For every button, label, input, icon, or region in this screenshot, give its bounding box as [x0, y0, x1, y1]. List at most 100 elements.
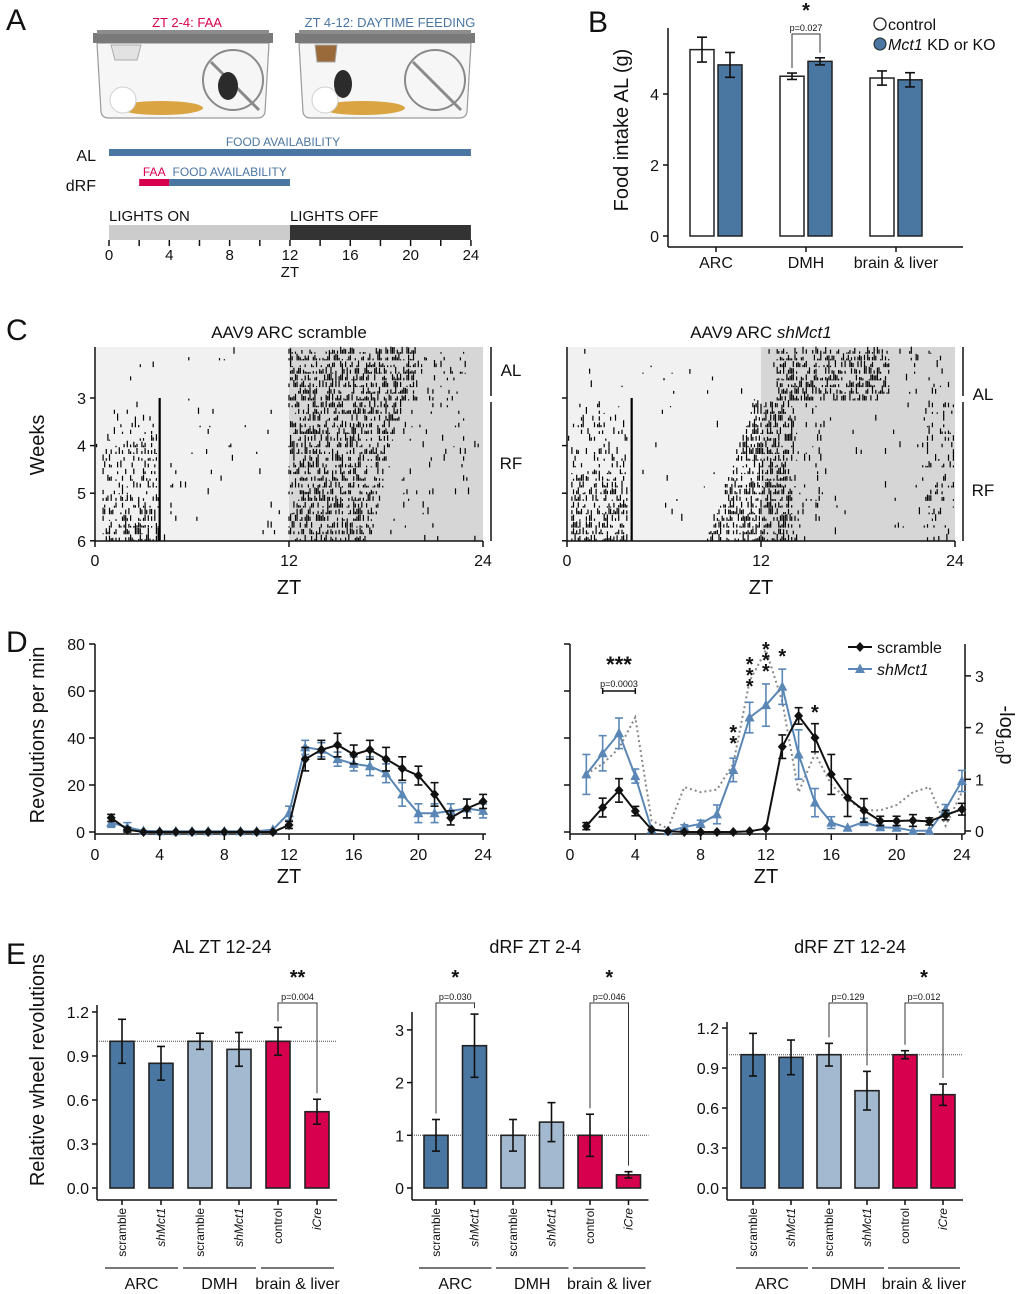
actogram-activity-row	[673, 386, 937, 394]
x-tick-label: 16	[345, 847, 363, 864]
actogram-activity-row	[188, 393, 453, 401]
actogram-activity-row	[107, 473, 468, 481]
diamond-marker	[397, 763, 407, 774]
triangle-marker	[760, 699, 771, 710]
panel-e-bar-chart-2: dRF ZT 2-4 0 1 2 3 scramble shMct1 scramble shMc…	[395, 937, 652, 1293]
actogram-title-italic: shMct1	[777, 323, 832, 342]
series-shmct1	[581, 668, 967, 836]
mouse-icon	[218, 72, 238, 100]
x-tick-label: 4	[165, 247, 173, 264]
triangle-marker	[613, 727, 624, 738]
x-tick-label: 24	[474, 553, 492, 570]
y2-label-p: p	[995, 753, 1017, 764]
y-tick-label: 1.2	[697, 1021, 719, 1038]
significance-star-stack: **	[729, 722, 737, 755]
error-bar	[877, 70, 887, 86]
segment-label: FAA	[143, 165, 166, 179]
cage-illustration-daytime-feeding	[295, 30, 475, 119]
y-tick-label: 80	[67, 637, 85, 654]
category-label: scramble	[822, 1208, 836, 1257]
y-tick-label: 0.0	[67, 1181, 89, 1198]
group-label: ARC	[755, 1276, 789, 1293]
diamond-marker	[924, 816, 934, 827]
actogram-title-text: AAV9 ARC scramble	[211, 323, 367, 342]
p-value-label: p=0.030	[439, 992, 472, 1002]
category-label: shMct1	[468, 1208, 482, 1247]
error-bar	[274, 1026, 282, 1057]
x-tick-label: 0	[91, 553, 100, 570]
food-availability-segment	[139, 179, 170, 186]
diamond-marker	[908, 815, 918, 826]
x-tick-label: 24	[946, 553, 964, 570]
diamond-marker	[875, 815, 885, 826]
diamond-marker	[462, 803, 472, 814]
actogram-activity-row	[96, 440, 479, 448]
bar-shmct1	[778, 1056, 804, 1189]
light-phase-bar	[109, 225, 290, 240]
diamond-marker	[892, 815, 902, 826]
diamond-marker	[696, 827, 706, 837]
diamond-marker	[203, 827, 213, 837]
triangle-marker	[891, 822, 902, 832]
bar-control	[689, 48, 715, 237]
diamond-marker	[333, 740, 343, 751]
bar-control	[779, 75, 805, 237]
error-bar	[787, 72, 797, 81]
actogram-activity-row	[102, 513, 395, 521]
actogram-activity-row	[589, 366, 943, 374]
significance-star: *	[778, 646, 786, 668]
actogram-activity-row	[571, 533, 948, 541]
category-label: scramble	[746, 1208, 760, 1257]
error-bar	[157, 1045, 165, 1081]
x-tick-label: 12	[282, 247, 299, 264]
diamond-marker	[581, 821, 591, 832]
mouse-icon	[334, 70, 352, 98]
p-value-label: p=0.004	[281, 992, 314, 1002]
food-availability-segment	[169, 179, 290, 186]
x-tick-label: 12	[752, 553, 770, 570]
series-line	[585, 684, 963, 833]
diamond-marker	[859, 805, 869, 816]
x-tick-label: 20	[402, 247, 419, 264]
actogram-activity-row	[580, 413, 945, 421]
diamond-marker	[630, 806, 640, 817]
panel-label-e: E	[6, 938, 26, 971]
y-tick-label: 0.9	[697, 1061, 719, 1078]
category-label: shMct1	[154, 1208, 168, 1247]
x-tick-label: 16	[342, 247, 359, 264]
actogram-activity-row	[105, 446, 466, 454]
significance-bracket: p=0.129	[828, 992, 868, 1066]
significance-star: *	[762, 661, 770, 683]
actogram-activity-row	[571, 520, 946, 528]
x-tick-label: brain & liver	[854, 255, 939, 272]
legend: control Mct1 KD or KO	[873, 17, 996, 54]
y-tick-label: 2	[650, 158, 659, 175]
panel-c-actogram-scramble: 3 4 5 60 12 24 ZT AL RF AAV9 ARC scramble	[77, 323, 522, 599]
diamond-marker	[252, 827, 262, 837]
error-bar	[787, 1039, 795, 1076]
diamond-marker	[810, 732, 820, 743]
error-bar	[509, 1118, 517, 1152]
category-label: control	[271, 1208, 285, 1244]
error-bar	[825, 1042, 833, 1067]
cage-lid-top	[97, 30, 269, 34]
diamond-marker	[365, 744, 375, 755]
triangle-marker	[581, 768, 592, 779]
diamond-marker	[614, 785, 624, 796]
x-tick-label: 24	[953, 847, 971, 864]
legend-label-italic: Mct1	[888, 37, 923, 54]
triangle-marker	[413, 807, 424, 818]
chart-title: AL ZT 12-24	[172, 937, 271, 957]
diamond-marker	[316, 744, 326, 755]
triangle-marker	[397, 788, 408, 799]
error-bar	[725, 51, 735, 79]
y2-tick-label: 3	[975, 669, 984, 686]
error-bar	[313, 1098, 321, 1125]
triangle-marker	[842, 822, 853, 832]
series-line	[585, 714, 963, 833]
error-bar	[624, 1170, 633, 1179]
diamond-marker	[478, 796, 488, 807]
actogram-activity-row	[603, 440, 953, 448]
x-tick-label: 0	[563, 553, 572, 570]
